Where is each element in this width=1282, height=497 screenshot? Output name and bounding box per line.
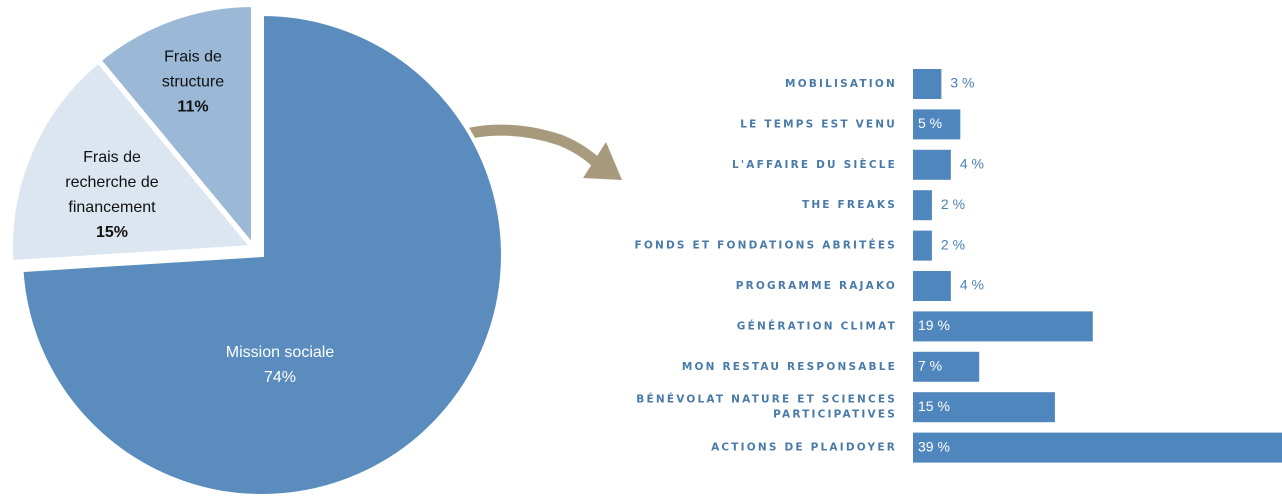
pie-slice <box>96 2 255 252</box>
value-label: 2 % <box>941 196 965 212</box>
category-label: ACTIONS DE PLAIDOYER <box>711 442 897 454</box>
slice-name: Frais de structure <box>162 49 224 91</box>
category-label: MON RESTAU RESPONSABLE <box>682 361 897 373</box>
bar <box>913 69 942 99</box>
value-label: 2 % <box>941 236 965 252</box>
category-label: BÉNÉVOLAT NATURE ET SCIENCES PARTICIPATIV… <box>636 393 897 421</box>
bar <box>913 392 1055 423</box>
value-label: 19 % <box>918 317 950 333</box>
value-label: 39 % <box>918 438 950 454</box>
value-label: 7 % <box>918 358 942 374</box>
value-label: 4 % <box>960 277 984 293</box>
slice-value: 74% <box>264 369 296 386</box>
slice-name: Frais de recherche de financement <box>65 149 158 216</box>
category-label: MOBILISATION <box>785 78 897 90</box>
pie-slice <box>9 58 257 265</box>
category-label: THE FREAKS <box>802 199 897 211</box>
value-label: 5 % <box>918 115 942 131</box>
value-label: 3 % <box>950 75 974 91</box>
slice-value: 11% <box>177 99 208 116</box>
category-label: LE TEMPS EST VENU <box>740 118 897 130</box>
pie-slice <box>19 11 505 497</box>
arrow-head <box>583 142 622 180</box>
bar <box>913 190 932 221</box>
bar <box>913 432 1282 463</box>
value-label: 15 % <box>918 398 950 414</box>
bar <box>913 351 980 382</box>
category-label: L'AFFAIRE DU SIÈCLE <box>732 158 897 171</box>
bar <box>913 109 961 140</box>
slice-name: Mission sociale <box>226 344 335 361</box>
category-label: GÉNÉRATION CLIMAT <box>737 319 897 332</box>
category-label: FONDS ET FONDATIONS ABRITÉES <box>634 239 897 252</box>
value-label: 4 % <box>960 156 984 172</box>
bar <box>913 149 951 180</box>
bar <box>913 271 951 301</box>
bar <box>913 230 932 261</box>
slice-value: 15% <box>96 224 128 241</box>
category-label: PROGRAMME RAJAKO <box>736 280 897 292</box>
bar <box>913 311 1093 342</box>
